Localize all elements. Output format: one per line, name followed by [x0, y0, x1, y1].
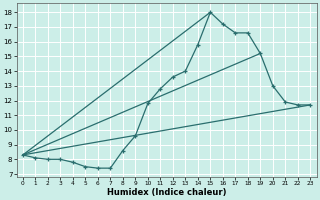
X-axis label: Humidex (Indice chaleur): Humidex (Indice chaleur)	[107, 188, 226, 197]
